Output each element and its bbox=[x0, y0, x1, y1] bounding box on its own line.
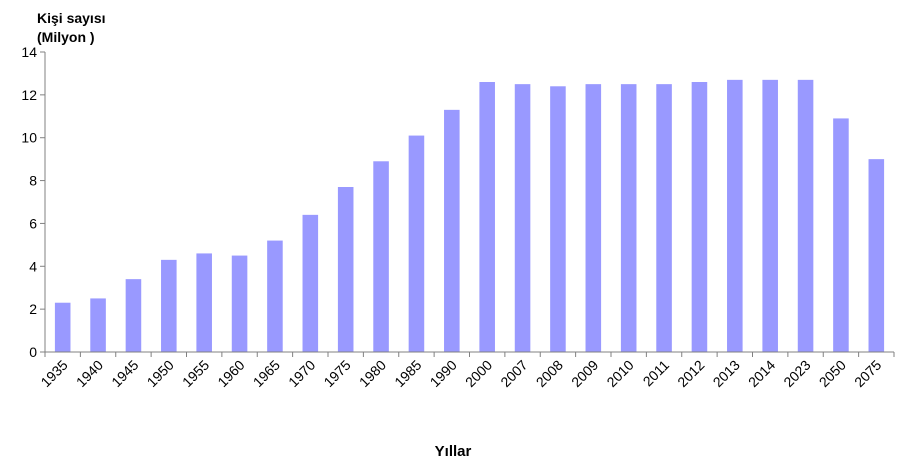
y-axis-title: Kişi sayısı (Milyon ) bbox=[37, 10, 106, 45]
x-axis-ticks: 1935 1940 1945 1950 1955 1960 1965 1970 1975 1980… bbox=[37, 352, 895, 390]
bar-1940 bbox=[90, 298, 106, 352]
bar-2013 bbox=[727, 79, 743, 352]
bar-1975 bbox=[337, 187, 354, 352]
y-tick-label: 8 bbox=[29, 173, 37, 189]
y-axis-title-line-2: (Milyon ) bbox=[37, 29, 95, 45]
x-tick-label: 2009 bbox=[568, 357, 601, 390]
x-tick-label: 2008 bbox=[533, 357, 566, 390]
bar-1950 bbox=[161, 259, 177, 352]
bar-2012 bbox=[691, 82, 708, 352]
bar-2050 bbox=[833, 118, 849, 352]
x-tick-label: 2075 bbox=[851, 357, 884, 390]
bar-1955 bbox=[196, 253, 212, 352]
x-axis-title: Yıllar bbox=[435, 443, 472, 460]
x-tick-label: 1970 bbox=[285, 357, 318, 390]
bar-2008 bbox=[550, 86, 566, 353]
x-tick-label: 1960 bbox=[214, 357, 247, 390]
x-tick-label: 1985 bbox=[391, 357, 424, 390]
bar-2075 bbox=[868, 159, 885, 352]
x-tick-label: 1945 bbox=[108, 357, 141, 390]
bar-2023 bbox=[797, 79, 814, 352]
x-tick-label: 2012 bbox=[674, 357, 707, 390]
x-tick-label: 1955 bbox=[179, 357, 212, 390]
bar-1985 bbox=[408, 135, 425, 352]
bar-2014 bbox=[762, 79, 778, 352]
bar-1960 bbox=[231, 255, 248, 352]
bar-2000 bbox=[479, 82, 495, 352]
y-axis-ticks: 0 2 4 6 8 10 12 14 bbox=[21, 44, 45, 360]
bar-1990 bbox=[444, 109, 460, 352]
bar-1935 bbox=[54, 302, 71, 352]
y-tick-label: 2 bbox=[29, 301, 37, 317]
bar-1945 bbox=[125, 279, 142, 352]
bars bbox=[54, 79, 885, 353]
x-tick-label: 2014 bbox=[745, 357, 778, 390]
x-tick-label: 1940 bbox=[73, 357, 106, 390]
y-tick-label: 12 bbox=[21, 87, 37, 103]
y-tick-label: 0 bbox=[29, 344, 37, 360]
bar-1965 bbox=[267, 240, 283, 352]
bar-2009 bbox=[585, 84, 602, 353]
x-tick-label: 2013 bbox=[710, 357, 743, 390]
bar-1970 bbox=[302, 214, 319, 352]
x-tick-label: 1935 bbox=[37, 357, 70, 390]
x-tick-label: 1965 bbox=[250, 357, 283, 390]
x-tick-label: 2007 bbox=[497, 357, 530, 390]
x-tick-label: 2023 bbox=[780, 357, 813, 390]
bar-1980 bbox=[373, 161, 389, 352]
x-tick-label: 1990 bbox=[427, 357, 460, 390]
y-tick-label: 6 bbox=[29, 215, 37, 231]
bar-2011 bbox=[656, 84, 672, 353]
y-tick-label: 10 bbox=[21, 130, 37, 146]
x-tick-label: 2000 bbox=[462, 357, 495, 390]
x-tick-label: 2050 bbox=[816, 357, 849, 390]
y-tick-label: 4 bbox=[29, 258, 37, 274]
bar-2007 bbox=[514, 84, 531, 353]
y-tick-label: 14 bbox=[21, 44, 37, 60]
x-tick-label: 1950 bbox=[144, 357, 177, 390]
bar-2010 bbox=[620, 84, 637, 353]
x-tick-label: 2010 bbox=[603, 357, 636, 390]
x-tick-label: 2011 bbox=[640, 357, 673, 390]
x-tick-label: 1975 bbox=[320, 357, 353, 390]
x-tick-label: 1980 bbox=[356, 357, 389, 390]
y-axis-title-line-1: Kişi sayısı bbox=[37, 10, 106, 26]
